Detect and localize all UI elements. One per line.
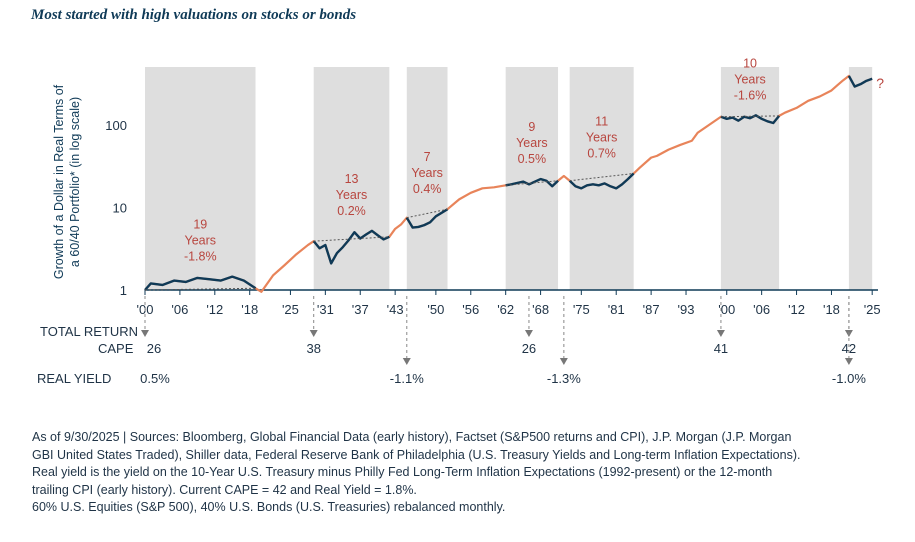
cape-value: 42 bbox=[842, 341, 856, 356]
x-tick-label: '62 bbox=[497, 302, 514, 317]
marker-arrowhead bbox=[524, 330, 533, 337]
series-line-navy bbox=[312, 229, 390, 265]
x-tick-label: '50 bbox=[427, 302, 444, 317]
period-annotation-text: Years bbox=[586, 131, 618, 145]
total-return-label: TOTAL RETURN bbox=[40, 324, 138, 339]
period-annotation-text: 0.2% bbox=[337, 204, 366, 218]
trend-dotted-line bbox=[569, 173, 634, 182]
period-annotation-text: 13 bbox=[345, 172, 359, 186]
series-line-navy bbox=[847, 75, 873, 88]
y-axis-label-line-2: a 60/40 Portfolio* (in log scale) bbox=[68, 97, 82, 267]
period-annotation-text: 11 bbox=[595, 115, 608, 129]
period-annotation-text: 7 bbox=[424, 150, 431, 164]
period-shade bbox=[505, 67, 559, 290]
y-axis-label-line-1: Growth of a Dollar in Real Terms of bbox=[52, 84, 66, 279]
axis-layer: 1 10 100 '00 '06 '12 '18 '25 '31 '37 '43 '50 '56 '62 '… bbox=[105, 118, 880, 317]
cape-value: 41 bbox=[714, 341, 728, 356]
x-tick-label: '25 bbox=[864, 302, 881, 317]
marker-arrowhead bbox=[559, 358, 568, 365]
line-layer bbox=[144, 74, 873, 293]
period-annotation-text: 10 bbox=[743, 56, 757, 70]
x-tick-label: '31 bbox=[317, 302, 334, 317]
x-tick-label: '18 bbox=[241, 302, 258, 317]
x-tick-label: '12 bbox=[206, 302, 223, 317]
marker-arrowhead bbox=[402, 358, 411, 365]
y-tick-label: 1 bbox=[120, 283, 127, 298]
x-tick-label: '06 bbox=[753, 302, 770, 317]
period-annotation-text: Years bbox=[516, 136, 548, 150]
y-tick-label: 100 bbox=[105, 118, 127, 133]
period-annotation-text: 0.7% bbox=[587, 147, 616, 161]
trend-dotted-line bbox=[144, 287, 256, 291]
y-tick-label: 10 bbox=[113, 200, 127, 215]
cape-label: CAPE bbox=[98, 341, 134, 356]
period-annotation-text: 19 bbox=[193, 218, 207, 232]
marker-arrowhead bbox=[309, 330, 318, 337]
chart-area: 1 10 100 '00 '06 '12 '18 '25 '31 '37 '43 '50 '56 '62 '… bbox=[37, 56, 884, 386]
x-tick-label: '87 bbox=[643, 302, 660, 317]
footnote-line: As of 9/30/2025 | Sources: Bloomberg, Gl… bbox=[32, 430, 792, 444]
chart-title: Most started with high valuations on sto… bbox=[31, 7, 357, 23]
x-tick-label: '93 bbox=[678, 302, 695, 317]
x-tick-label: '43 bbox=[387, 302, 404, 317]
real-yield-label: REAL YIELD bbox=[37, 371, 111, 386]
series-line-navy bbox=[720, 114, 781, 125]
x-tick-label: '12 bbox=[788, 302, 805, 317]
footnote-line: Real yield is the yield on the 10-Year U… bbox=[32, 465, 773, 479]
period-annotation-text: -1.6% bbox=[734, 88, 767, 102]
series-line-navy bbox=[568, 172, 635, 190]
x-tick-label: '18 bbox=[823, 302, 840, 317]
series-line-navy bbox=[505, 177, 559, 188]
marker-layer: 26 38 26 41 42 0.5% -1.1% -1.3% -1.0% bbox=[140, 296, 866, 386]
footnote-line: trailing CPI (early history). Current CA… bbox=[32, 482, 417, 497]
marker-arrowhead bbox=[141, 330, 149, 337]
real-yield-value: -1.1% bbox=[390, 371, 424, 386]
x-tick-label: '81 bbox=[608, 302, 625, 317]
period-shade bbox=[145, 67, 256, 290]
period-annotation-text: 9 bbox=[528, 120, 535, 134]
real-yield-value: 0.5% bbox=[140, 371, 170, 386]
series-line-navy bbox=[405, 208, 449, 229]
trend-dotted-line bbox=[406, 208, 448, 219]
cape-value: 26 bbox=[522, 341, 536, 356]
x-tick-label: '75 bbox=[573, 302, 590, 317]
marker-arrowhead bbox=[716, 330, 725, 337]
period-annotation-text: 0.4% bbox=[413, 182, 442, 196]
x-tick-label: '25 bbox=[282, 302, 299, 317]
real-yield-value: -1.0% bbox=[832, 371, 866, 386]
period-annotation-text: Years bbox=[185, 234, 217, 248]
footnote-line: GBI United States Traded), Shiller data,… bbox=[32, 447, 801, 462]
series-line-navy bbox=[144, 275, 257, 291]
marker-arrowhead bbox=[844, 358, 853, 365]
period-shade bbox=[406, 67, 448, 290]
footnote-line: 60% U.S. Equities (S&P 500), 40% U.S. Bo… bbox=[32, 500, 506, 514]
x-tick-label: '68 bbox=[532, 302, 549, 317]
footnote: As of 9/30/2025 | Sources: Bloomberg, Gl… bbox=[32, 429, 902, 517]
question-mark-annotation: ? bbox=[876, 75, 884, 91]
shade-layer bbox=[145, 67, 873, 290]
period-shade bbox=[569, 67, 634, 290]
x-tick-label: '00 bbox=[718, 302, 735, 317]
cape-value: 26 bbox=[147, 341, 161, 356]
trend-dotted-line bbox=[505, 180, 559, 186]
period-shade bbox=[720, 67, 780, 290]
x-tick-label: '37 bbox=[352, 302, 369, 317]
period-annotation-text: -1.8% bbox=[184, 250, 217, 264]
period-annotation-text: Years bbox=[336, 188, 368, 202]
cape-value: 38 bbox=[306, 341, 320, 356]
real-yield-value: -1.3% bbox=[547, 371, 581, 386]
period-shade bbox=[313, 67, 390, 290]
x-tick-label: '56 bbox=[462, 302, 479, 317]
trend-dotted-line bbox=[313, 236, 390, 242]
period-annotation-text: Years bbox=[734, 72, 766, 86]
x-tick-label: '06 bbox=[171, 302, 188, 317]
trend-dotted-line bbox=[720, 115, 780, 118]
period-annotation-text: Years bbox=[411, 166, 443, 180]
annotation-layer: 19 Years -1.8% 13 Years 0.2% 7 Years 0.4% 9 Years 0… bbox=[144, 56, 884, 291]
period-annotation-text: 0.5% bbox=[518, 152, 547, 166]
period-shade bbox=[848, 67, 873, 290]
